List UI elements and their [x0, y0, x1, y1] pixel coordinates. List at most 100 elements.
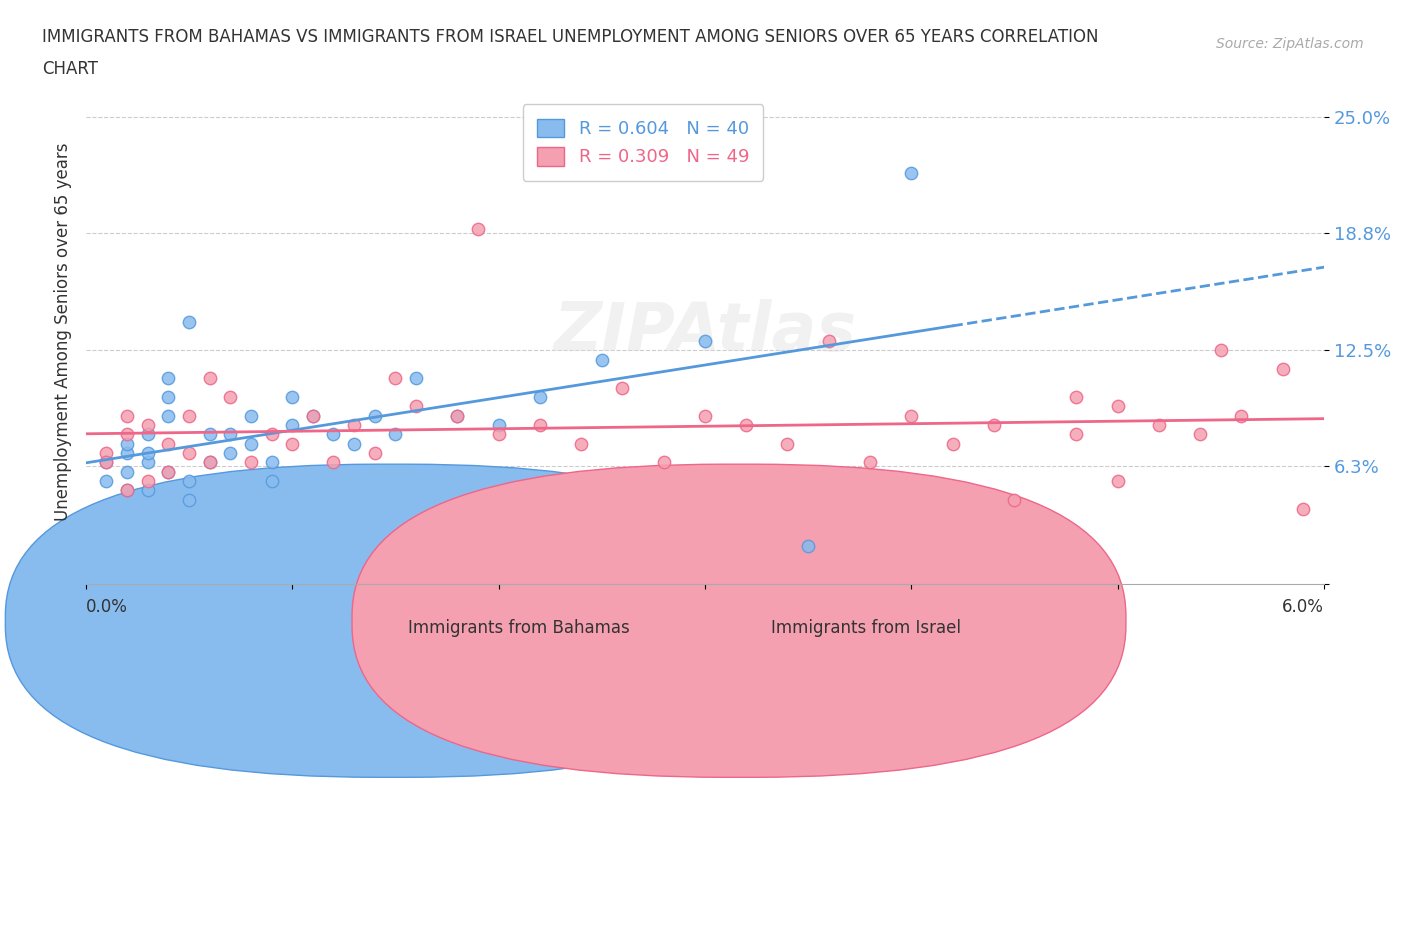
Point [157, 371, 180, 386]
FancyBboxPatch shape [6, 464, 779, 777]
Point [177, 445, 200, 460]
Point [115, 436, 138, 451]
Point [157, 464, 180, 479]
Point [301, 408, 323, 423]
Point [529, 390, 551, 405]
Text: 0.0%: 0.0% [86, 598, 128, 616]
Point [281, 418, 304, 432]
Point [260, 427, 283, 442]
Point [136, 455, 159, 470]
Point [177, 473, 200, 488]
Point [115, 445, 138, 460]
Point [776, 436, 799, 451]
Point [239, 455, 262, 470]
Point [136, 483, 159, 498]
Point [1292, 501, 1315, 516]
Point [1066, 427, 1088, 442]
Point [1271, 362, 1294, 377]
Text: CHART: CHART [42, 60, 98, 78]
Text: ZIPAtlas: ZIPAtlas [554, 299, 856, 365]
Point [900, 408, 922, 423]
Point [96, 473, 118, 488]
Point [157, 390, 180, 405]
Point [115, 483, 138, 498]
Point [859, 455, 882, 470]
Point [735, 418, 758, 432]
Y-axis label: Unemployment Among Seniors over 65 years: Unemployment Among Seniors over 65 years [53, 142, 72, 521]
Point [900, 166, 922, 180]
Point [467, 222, 489, 237]
Point [343, 418, 366, 432]
Point [384, 371, 406, 386]
Point [446, 408, 468, 423]
Point [198, 427, 221, 442]
Point [219, 427, 242, 442]
Point [115, 408, 138, 423]
Point [817, 334, 839, 349]
Point [157, 436, 180, 451]
Point [797, 538, 820, 553]
Point [1004, 492, 1026, 507]
Point [281, 390, 304, 405]
Point [1147, 418, 1170, 432]
Text: Immigrants from Bahamas: Immigrants from Bahamas [408, 618, 630, 637]
Point [652, 455, 675, 470]
Point [942, 436, 965, 451]
Point [612, 380, 634, 395]
Point [384, 427, 406, 442]
Point [693, 408, 716, 423]
Point [693, 334, 716, 349]
Point [177, 315, 200, 330]
Point [405, 399, 427, 414]
Point [1107, 399, 1129, 414]
Point [177, 408, 200, 423]
Point [96, 455, 118, 470]
Point [157, 408, 180, 423]
Point [115, 483, 138, 498]
Point [364, 408, 387, 423]
Point [115, 464, 138, 479]
Point [115, 427, 138, 442]
Point [1107, 473, 1129, 488]
Point [239, 436, 262, 451]
FancyBboxPatch shape [352, 464, 1126, 777]
Point [343, 436, 366, 451]
Point [405, 371, 427, 386]
Point [198, 371, 221, 386]
Text: 6.0%: 6.0% [1282, 598, 1324, 616]
Point [1066, 390, 1088, 405]
Point [239, 408, 262, 423]
Point [322, 427, 344, 442]
Point [260, 473, 283, 488]
Point [322, 455, 344, 470]
Point [1189, 427, 1212, 442]
Point [446, 408, 468, 423]
Point [198, 455, 221, 470]
Point [177, 492, 200, 507]
Point [136, 427, 159, 442]
Point [569, 436, 592, 451]
Text: Source: ZipAtlas.com: Source: ZipAtlas.com [1216, 37, 1364, 51]
Point [983, 418, 1005, 432]
Point [281, 436, 304, 451]
Point [136, 445, 159, 460]
Point [157, 464, 180, 479]
Point [96, 445, 118, 460]
Point [219, 445, 242, 460]
Text: Immigrants from Israel: Immigrants from Israel [770, 618, 960, 637]
Point [198, 455, 221, 470]
Text: IMMIGRANTS FROM BAHAMAS VS IMMIGRANTS FROM ISRAEL UNEMPLOYMENT AMONG SENIORS OVE: IMMIGRANTS FROM BAHAMAS VS IMMIGRANTS FR… [42, 28, 1098, 46]
Point [488, 427, 510, 442]
Point [136, 418, 159, 432]
Point [364, 445, 387, 460]
Point [219, 390, 242, 405]
Point [260, 455, 283, 470]
Point [96, 455, 118, 470]
Point [301, 408, 323, 423]
Point [136, 473, 159, 488]
Point [488, 418, 510, 432]
Point [1230, 408, 1253, 423]
Point [529, 418, 551, 432]
Legend: R = 0.604   N = 40, R = 0.309   N = 49: R = 0.604 N = 40, R = 0.309 N = 49 [523, 104, 763, 180]
Point [591, 352, 613, 367]
